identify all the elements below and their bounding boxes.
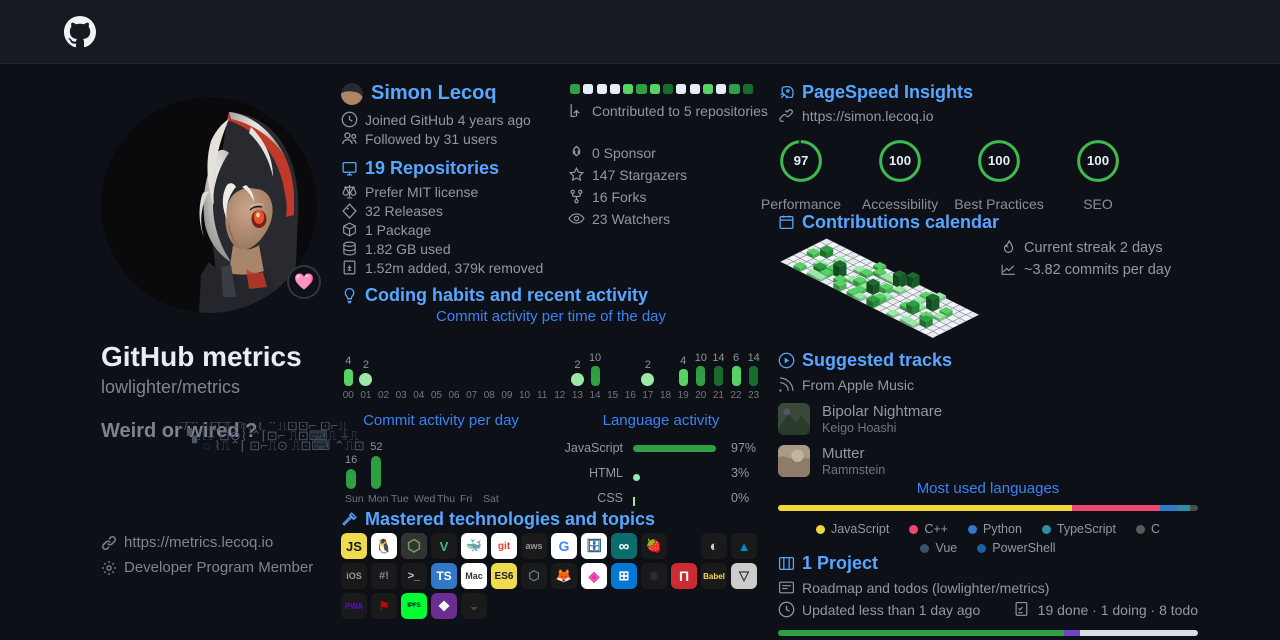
svg-text:100: 100 — [1087, 153, 1109, 168]
svg-text:100: 100 — [889, 153, 911, 168]
svg-text:97: 97 — [794, 153, 809, 168]
svg-text:100: 100 — [988, 153, 1010, 168]
